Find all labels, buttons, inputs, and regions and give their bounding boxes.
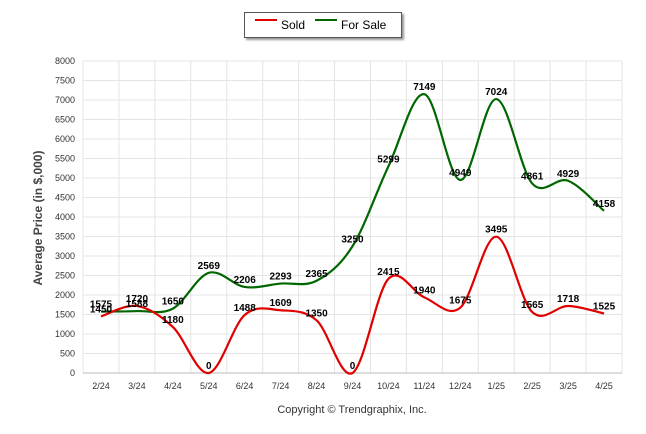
data-label-sold-3-25: 1718 bbox=[557, 294, 580, 305]
y-tick-3000: 3000 bbox=[55, 251, 75, 261]
data-label-sold-4-25: 1525 bbox=[593, 302, 616, 313]
legend-label-for-sale: For Sale bbox=[341, 18, 387, 32]
x-axis-ticks: 2/24 3/24 4/24 5/24 6/24 7/24 8/24 9/24 10/24 11/… bbox=[92, 381, 613, 391]
data-label-for-sale-3-25: 4929 bbox=[557, 169, 580, 180]
data-label-sold-9-24: 0 bbox=[350, 361, 356, 372]
data-label-sold-2-25: 1565 bbox=[521, 300, 544, 311]
y-tick-1500: 1500 bbox=[55, 310, 75, 320]
x-tick-8-24: 8/24 bbox=[308, 381, 326, 391]
data-label-sold-3-24: 1720 bbox=[126, 294, 149, 305]
x-tick-12-24: 12/24 bbox=[449, 381, 472, 391]
data-label-for-sale-10-24: 5299 bbox=[377, 154, 400, 165]
data-label-for-sale-4-25: 4158 bbox=[593, 199, 616, 210]
data-label-for-sale-6-24: 2206 bbox=[234, 275, 257, 286]
y-tick-4000: 4000 bbox=[55, 212, 75, 222]
y-tick-4500: 4500 bbox=[55, 193, 75, 203]
y-tick-1000: 1000 bbox=[55, 329, 75, 339]
x-tick-7-24: 7/24 bbox=[272, 381, 290, 391]
x-tick-4-25: 4/25 bbox=[595, 381, 613, 391]
x-tick-3-24: 3/24 bbox=[128, 381, 146, 391]
y-tick-7500: 7500 bbox=[55, 76, 75, 86]
data-label-for-sale-2-25: 4861 bbox=[521, 171, 544, 182]
data-label-for-sale-12-24: 4949 bbox=[449, 168, 472, 179]
data-label-sold-12-24: 1675 bbox=[449, 296, 472, 307]
data-label-for-sale-1-25: 7024 bbox=[485, 87, 508, 98]
series-lines bbox=[100, 93, 605, 375]
data-label-sold-8-24: 1350 bbox=[305, 308, 328, 319]
y-tick-6000: 6000 bbox=[55, 134, 75, 144]
y-tick-2000: 2000 bbox=[55, 290, 75, 300]
data-label-sold-11-24: 1940 bbox=[413, 285, 436, 296]
data-label-for-sale-3-24: 1588 bbox=[126, 299, 149, 310]
data-label-sold-2-24: 1450 bbox=[90, 304, 113, 315]
y-tick-8000: 8000 bbox=[55, 56, 75, 66]
y-tick-0: 0 bbox=[70, 368, 75, 378]
copyright-credit: Copyright © Trendgraphix, Inc. bbox=[277, 404, 426, 416]
legend-label-sold: Sold bbox=[281, 18, 306, 32]
data-label-for-sale-11-24: 7149 bbox=[413, 82, 436, 93]
data-label-for-sale-7-24: 2293 bbox=[270, 272, 293, 283]
data-labels: 1575 1588 1650 2569 2206 2293 2365 3250 5299 7149… bbox=[90, 82, 616, 372]
series-line-sold bbox=[100, 235, 605, 375]
data-label-sold-1-25: 3495 bbox=[485, 225, 508, 236]
data-label-for-sale-4-24: 1650 bbox=[162, 297, 185, 308]
x-tick-6-24: 6/24 bbox=[236, 381, 254, 391]
y-tick-2500: 2500 bbox=[55, 271, 75, 281]
y-axis-ticks: 0 500 1000 1500 2000 2500 3000 3500 4000 4500 5000… bbox=[55, 56, 75, 378]
x-tick-3-25: 3/25 bbox=[559, 381, 577, 391]
x-tick-9-24: 9/24 bbox=[344, 381, 362, 391]
y-tick-500: 500 bbox=[60, 349, 75, 359]
y-tick-7000: 7000 bbox=[55, 95, 75, 105]
y-tick-3500: 3500 bbox=[55, 232, 75, 242]
x-tick-2-24: 2/24 bbox=[92, 381, 110, 391]
x-tick-5-24: 5/24 bbox=[200, 381, 218, 391]
x-tick-4-24: 4/24 bbox=[164, 381, 182, 391]
x-tick-10-24: 10/24 bbox=[377, 381, 400, 391]
data-label-sold-10-24: 2415 bbox=[377, 267, 400, 278]
data-label-for-sale-2-24: 1575 bbox=[90, 300, 113, 311]
y-tick-5500: 5500 bbox=[55, 154, 75, 164]
x-tick-2-25: 2/25 bbox=[523, 381, 541, 391]
x-tick-1-25: 1/25 bbox=[487, 381, 505, 391]
legend-swatch-sold bbox=[255, 19, 277, 21]
data-label-sold-7-24: 1609 bbox=[270, 298, 293, 309]
data-label-sold-5-24: 0 bbox=[206, 361, 212, 372]
x-tick-11-24: 11/24 bbox=[413, 381, 435, 391]
data-label-sold-4-24: 1180 bbox=[162, 315, 184, 326]
legend: Sold For Sale bbox=[244, 12, 402, 38]
y-tick-6500: 6500 bbox=[55, 115, 75, 125]
data-label-for-sale-9-24: 3250 bbox=[341, 234, 364, 245]
y-tick-5000: 5000 bbox=[55, 173, 75, 183]
grid bbox=[82, 60, 623, 374]
data-label-for-sale-5-24: 2569 bbox=[198, 261, 221, 272]
data-label-for-sale-8-24: 2365 bbox=[305, 269, 328, 280]
legend-swatch-for-sale bbox=[315, 19, 337, 21]
data-label-sold-6-24: 1488 bbox=[234, 303, 257, 314]
y-axis-title: Average Price (in $,000) bbox=[31, 151, 45, 286]
series-line-for-sale bbox=[100, 93, 605, 314]
